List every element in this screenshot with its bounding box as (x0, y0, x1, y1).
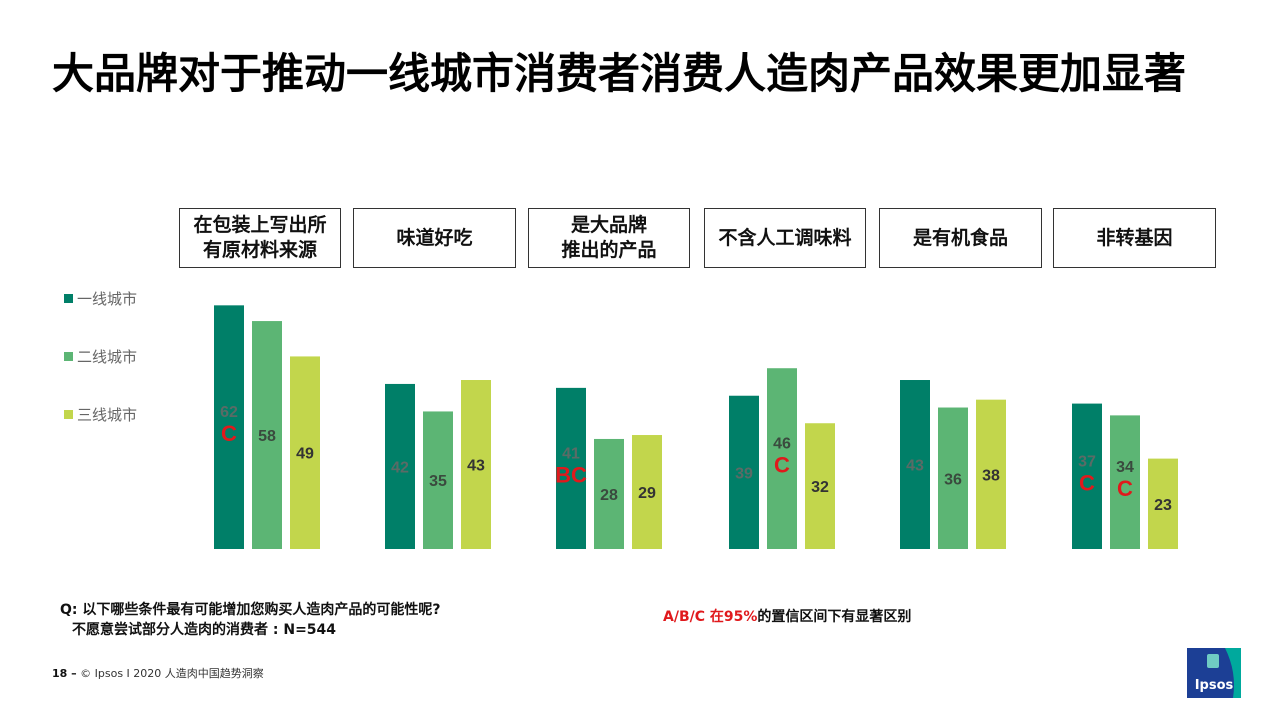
value-label-tier3-3: 29 (638, 485, 656, 502)
value-label-tier2-4: 46 (773, 436, 791, 453)
significance-note-key: A/B/C 在95% (663, 609, 758, 625)
value-label-tier1-3: 41 (562, 445, 580, 462)
value-label-tier2-1: 58 (258, 428, 276, 445)
value-label-tier1-2: 42 (391, 459, 409, 476)
value-label-tier3-5: 38 (982, 467, 1000, 484)
ipsos-logo: Ipsos (1187, 648, 1241, 698)
category-header-6: 非转基因 (1053, 208, 1216, 268)
significance-note: A/B/C 在95%的置信区间下有显著区别 (663, 606, 911, 626)
survey-question: Q: 以下哪些条件最有可能增加您购买人造肉产品的可能性呢? 不愿意尝试部分人造肉… (60, 600, 441, 640)
bar-tier2-2 (423, 411, 453, 549)
question-text: Q: 以下哪些条件最有可能增加您购买人造肉产品的可能性呢? (60, 602, 441, 618)
bar-tier2-4 (767, 368, 797, 549)
category-header-3: 是大品牌 推出的产品 (528, 208, 690, 268)
value-label-tier2-5: 36 (944, 471, 962, 488)
bar-tier2-6 (1110, 415, 1140, 549)
category-header-4: 不含人工调味料 (704, 208, 866, 268)
significance-mark-tier2-4: C (774, 453, 790, 478)
significance-note-text: 的置信区间下有显著区别 (757, 609, 912, 625)
bar-tier3-5 (976, 399, 1006, 549)
legend-item-tier1: 一线城市 (64, 288, 137, 309)
legend-label-tier3: 三线城市 (77, 406, 138, 424)
bar-tier1-2 (385, 383, 415, 549)
bar-tier3-6 (1148, 458, 1178, 549)
value-label-tier1-5: 43 (906, 458, 924, 475)
footer-text: © Ipsos I 2020 人造肉中国趋势洞察 (76, 667, 264, 680)
sample-note: 不愿意尝试部分人造肉的消费者 : N=544 (72, 622, 337, 638)
bar-tier1-6 (1072, 403, 1102, 549)
page-title: 大品牌对于推动一线城市消费者消费人造肉产品效果更加显著 (52, 49, 1187, 98)
value-label-tier3-2: 43 (467, 458, 485, 475)
value-label-tier3-1: 49 (296, 446, 314, 463)
bar-tier1-3 (556, 387, 586, 549)
value-label-tier3-6: 23 (1154, 497, 1172, 514)
legend-label-tier1: 一线城市 (77, 290, 138, 308)
legend-swatch-tier2 (64, 352, 73, 361)
bar-tier2-1 (252, 321, 282, 549)
legend-item-tier3: 三线城市 (64, 404, 137, 425)
value-label-tier2-2: 35 (429, 473, 447, 490)
significance-mark-tier1-3: BC (555, 462, 587, 487)
legend-swatch-tier1 (64, 294, 73, 303)
category-header-5: 是有机食品 (879, 208, 1042, 268)
bar-tier1-5 (900, 380, 930, 549)
footer: 18 – © Ipsos I 2020 人造肉中国趋势洞察 (52, 665, 264, 681)
bar-tier2-5 (938, 407, 968, 549)
value-label-tier2-3: 28 (600, 487, 618, 504)
significance-mark-tier2-6: C (1117, 476, 1133, 501)
value-label-tier3-4: 32 (811, 479, 829, 496)
page-number: 18 – (52, 667, 77, 680)
bar-tier3-3 (632, 435, 662, 549)
bar-tier2-3 (594, 438, 624, 549)
category-header-1: 在包装上写出所 有原材料来源 (179, 208, 341, 268)
legend-item-tier2: 二线城市 (64, 346, 137, 367)
value-label-tier2-6: 34 (1116, 459, 1134, 476)
value-label-tier1-1: 62 (220, 404, 238, 421)
bar-tier3-4 (805, 423, 835, 549)
legend-label-tier2: 二线城市 (77, 348, 138, 366)
significance-mark-tier1-6: C (1079, 470, 1095, 495)
bar-tier1-1 (214, 305, 244, 549)
value-label-tier1-4: 39 (735, 465, 753, 482)
legend-swatch-tier3 (64, 410, 73, 419)
bar-tier3-2 (461, 380, 491, 549)
bar-tier3-1 (290, 356, 320, 549)
bar-tier1-4 (729, 395, 759, 549)
category-header-2: 味道好吃 (353, 208, 516, 268)
significance-mark-tier1-1: C (221, 421, 237, 446)
logo-text: Ipsos (1194, 678, 1234, 693)
value-label-tier1-6: 37 (1078, 453, 1096, 470)
